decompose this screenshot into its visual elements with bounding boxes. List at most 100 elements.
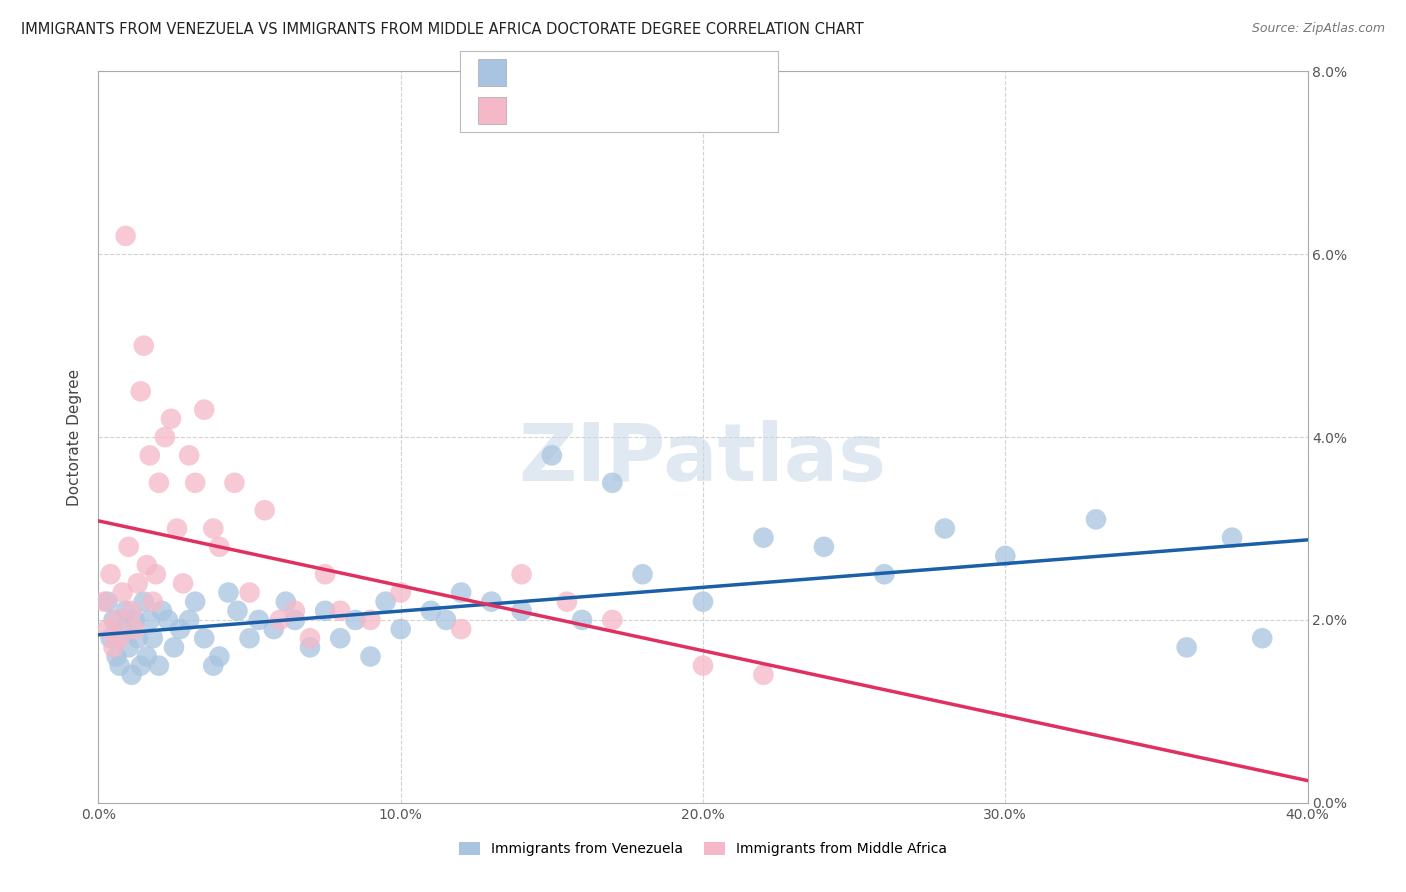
Point bbox=[1175, 640, 1198, 655]
Point bbox=[510, 567, 533, 582]
Point bbox=[571, 613, 593, 627]
Point bbox=[226, 604, 249, 618]
Point bbox=[105, 649, 128, 664]
Point bbox=[132, 338, 155, 352]
Point bbox=[121, 667, 143, 681]
Point bbox=[299, 632, 322, 646]
Point bbox=[360, 613, 382, 627]
Point bbox=[253, 503, 276, 517]
Point bbox=[752, 667, 775, 681]
Point bbox=[202, 521, 225, 535]
Point bbox=[132, 594, 155, 608]
Point bbox=[118, 640, 141, 655]
Point bbox=[103, 613, 125, 627]
Point bbox=[450, 585, 472, 599]
Point bbox=[169, 622, 191, 636]
Point bbox=[124, 622, 146, 636]
Point bbox=[450, 622, 472, 636]
Y-axis label: Doctorate Degree: Doctorate Degree bbox=[67, 368, 83, 506]
Point bbox=[142, 632, 165, 646]
Point bbox=[329, 632, 352, 646]
Point bbox=[127, 632, 149, 646]
Point bbox=[269, 613, 291, 627]
Point bbox=[153, 430, 176, 444]
Point bbox=[602, 475, 624, 490]
Point bbox=[224, 475, 246, 490]
Text: ZIPatlas: ZIPatlas bbox=[519, 420, 887, 498]
Point bbox=[193, 632, 215, 646]
Point bbox=[172, 576, 194, 591]
Point bbox=[179, 448, 201, 462]
Point bbox=[208, 540, 231, 554]
Point bbox=[247, 613, 270, 627]
Point bbox=[184, 594, 207, 608]
Point bbox=[602, 613, 624, 627]
Point bbox=[103, 640, 125, 655]
Point bbox=[129, 384, 152, 399]
Point bbox=[420, 604, 443, 618]
Point bbox=[389, 622, 412, 636]
Text: 58: 58 bbox=[658, 65, 679, 80]
Point bbox=[139, 613, 162, 627]
Point bbox=[129, 658, 152, 673]
Point bbox=[105, 613, 128, 627]
Point bbox=[142, 594, 165, 608]
Point bbox=[540, 448, 562, 462]
Point bbox=[481, 594, 503, 608]
Point bbox=[1220, 531, 1243, 545]
Point bbox=[93, 594, 115, 608]
Point bbox=[299, 640, 322, 655]
Point bbox=[150, 604, 173, 618]
Point bbox=[166, 521, 188, 535]
Point bbox=[813, 540, 835, 554]
Point bbox=[156, 613, 179, 627]
Point bbox=[873, 567, 896, 582]
Point bbox=[692, 658, 714, 673]
Point bbox=[389, 585, 412, 599]
Point bbox=[994, 549, 1017, 563]
Point bbox=[239, 585, 262, 599]
Point bbox=[193, 402, 215, 417]
Text: 44: 44 bbox=[658, 103, 679, 118]
Point bbox=[108, 658, 131, 673]
Point bbox=[752, 531, 775, 545]
Point bbox=[163, 640, 186, 655]
Point bbox=[111, 622, 134, 636]
Text: N =: N = bbox=[623, 103, 657, 118]
Point bbox=[108, 632, 131, 646]
Text: Source: ZipAtlas.com: Source: ZipAtlas.com bbox=[1251, 22, 1385, 36]
Point bbox=[135, 558, 157, 573]
Text: IMMIGRANTS FROM VENEZUELA VS IMMIGRANTS FROM MIDDLE AFRICA DOCTORATE DEGREE CORR: IMMIGRANTS FROM VENEZUELA VS IMMIGRANTS … bbox=[21, 22, 863, 37]
Point bbox=[434, 613, 457, 627]
Point bbox=[631, 567, 654, 582]
Point bbox=[344, 613, 367, 627]
Point bbox=[139, 448, 162, 462]
Point bbox=[314, 604, 336, 618]
Point bbox=[127, 576, 149, 591]
Point bbox=[692, 594, 714, 608]
Point bbox=[360, 649, 382, 664]
Point bbox=[284, 613, 307, 627]
Point bbox=[314, 567, 336, 582]
Point bbox=[121, 604, 143, 618]
Point bbox=[124, 613, 146, 627]
Point bbox=[239, 632, 262, 646]
Point bbox=[135, 649, 157, 664]
Point bbox=[217, 585, 239, 599]
Text: 0.193: 0.193 bbox=[557, 65, 616, 80]
Point bbox=[179, 613, 201, 627]
Point bbox=[555, 594, 578, 608]
Point bbox=[1251, 632, 1274, 646]
Point bbox=[145, 567, 167, 582]
Point bbox=[208, 649, 231, 664]
Point bbox=[96, 594, 118, 608]
Point bbox=[114, 228, 136, 243]
Legend: Immigrants from Venezuela, Immigrants from Middle Africa: Immigrants from Venezuela, Immigrants fr… bbox=[454, 837, 952, 862]
Point bbox=[160, 412, 183, 426]
Text: R =: R = bbox=[517, 103, 551, 118]
Point bbox=[111, 585, 134, 599]
Point bbox=[934, 521, 956, 535]
Point bbox=[263, 622, 285, 636]
Point bbox=[114, 604, 136, 618]
Point bbox=[118, 540, 141, 554]
